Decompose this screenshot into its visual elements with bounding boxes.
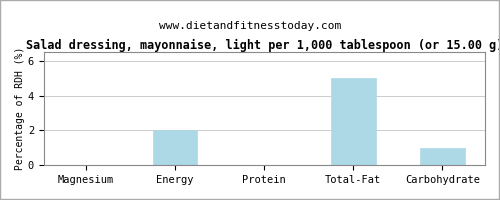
Bar <box>331 78 376 165</box>
Title: Salad dressing, mayonnaise, light per 1,000 tablespoon (or 15.00 g): Salad dressing, mayonnaise, light per 1,… <box>26 39 500 52</box>
Bar <box>153 130 198 165</box>
Text: www.dietandfitnesstoday.com: www.dietandfitnesstoday.com <box>159 21 341 31</box>
Bar <box>420 148 465 165</box>
Y-axis label: Percentage of RDH (%): Percentage of RDH (%) <box>15 47 25 170</box>
